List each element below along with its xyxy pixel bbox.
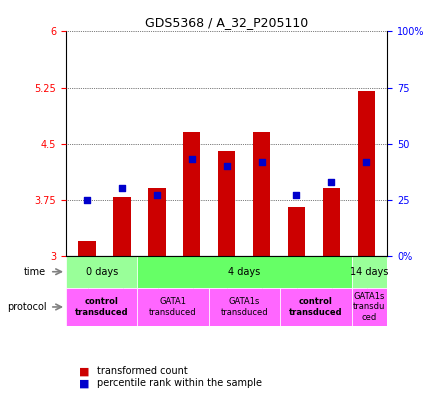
Text: 14 days: 14 days bbox=[350, 267, 389, 277]
Text: GATA1s
transduced: GATA1s transduced bbox=[220, 297, 268, 317]
FancyBboxPatch shape bbox=[66, 288, 137, 326]
Bar bbox=[78, 241, 95, 256]
Point bbox=[293, 192, 300, 198]
Point bbox=[363, 158, 370, 165]
FancyBboxPatch shape bbox=[66, 256, 137, 288]
FancyBboxPatch shape bbox=[280, 288, 352, 326]
Point bbox=[153, 192, 160, 198]
FancyBboxPatch shape bbox=[137, 256, 352, 288]
Text: ■: ■ bbox=[79, 366, 90, 376]
FancyBboxPatch shape bbox=[352, 256, 387, 288]
Bar bbox=[148, 188, 165, 256]
Bar bbox=[358, 91, 375, 256]
Bar bbox=[288, 207, 305, 256]
Point bbox=[328, 178, 335, 185]
Text: ■: ■ bbox=[79, 378, 90, 388]
Bar bbox=[113, 197, 131, 256]
Bar bbox=[323, 188, 340, 256]
Text: percentile rank within the sample: percentile rank within the sample bbox=[97, 378, 262, 388]
Text: control
transduced: control transduced bbox=[289, 297, 343, 317]
Text: GATA1s
transdu
ced: GATA1s transdu ced bbox=[353, 292, 385, 322]
Title: GDS5368 / A_32_P205110: GDS5368 / A_32_P205110 bbox=[145, 16, 308, 29]
Text: time: time bbox=[24, 267, 46, 277]
Text: GATA1
transduced: GATA1 transduced bbox=[149, 297, 197, 317]
FancyBboxPatch shape bbox=[209, 288, 280, 326]
Text: protocol: protocol bbox=[7, 302, 46, 312]
Point bbox=[188, 156, 195, 162]
Point bbox=[84, 196, 91, 203]
FancyBboxPatch shape bbox=[137, 288, 209, 326]
Text: control
transduced: control transduced bbox=[75, 297, 128, 317]
FancyBboxPatch shape bbox=[352, 288, 387, 326]
Bar bbox=[253, 132, 270, 256]
Point bbox=[223, 163, 230, 169]
Point bbox=[118, 185, 125, 191]
Bar bbox=[183, 132, 200, 256]
Text: 4 days: 4 days bbox=[228, 267, 260, 277]
Text: 0 days: 0 days bbox=[85, 267, 118, 277]
Text: transformed count: transformed count bbox=[97, 366, 187, 376]
Bar bbox=[218, 151, 235, 256]
Point bbox=[258, 158, 265, 165]
